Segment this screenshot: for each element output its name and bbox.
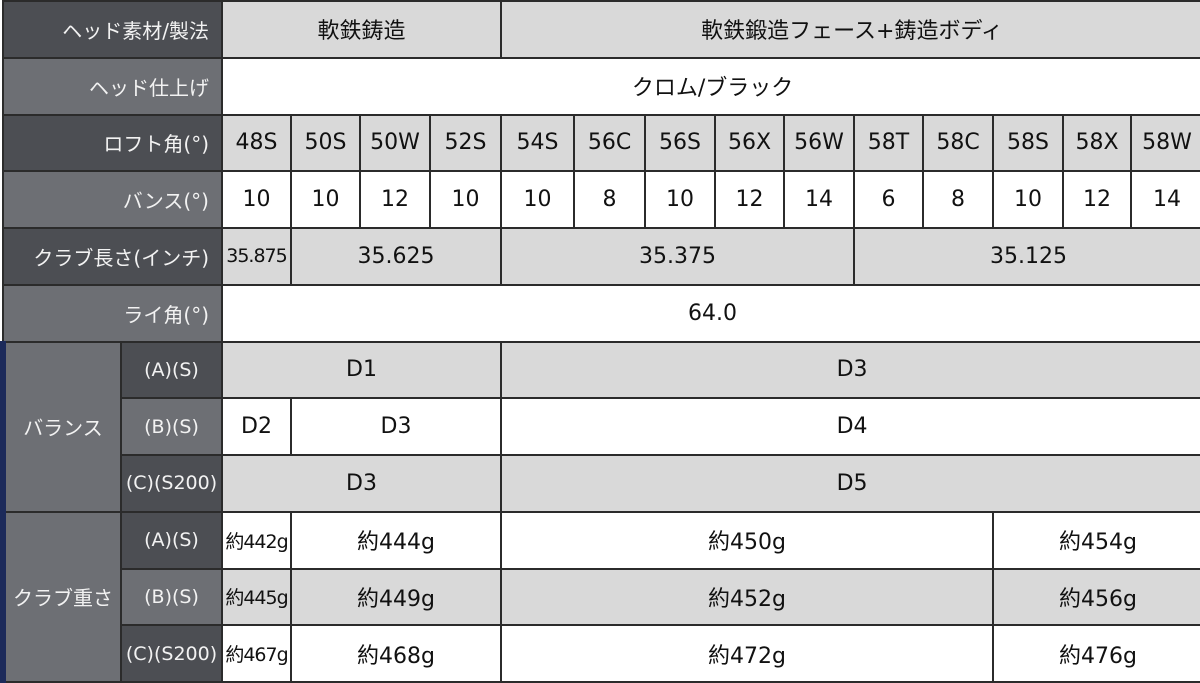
bounce-cell: 10 [428,170,503,229]
sublabel: (B)(S) [120,397,223,456]
cell: 軟鉄鍛造フェース+鋳造ボディ [500,0,1200,59]
bounce-cell: 10 [221,170,292,229]
cell: 約454g [992,510,1200,570]
row-weight-b: (B)(S) 約445g 約449g 約452g 約456g [3,567,1200,627]
label-lie: ライ角(°) [2,283,223,343]
bounce-cell: 8 [922,170,995,229]
bounce-cell: 10 [500,170,576,229]
cell: D1 [220,340,503,400]
bounce-cell: 14 [783,170,856,229]
row-balance-b: (B)(S) D2 D3 D4 [3,397,1200,456]
cell: 35.375 [500,227,856,286]
cell: 35.125 [853,227,1200,286]
loft-cell: 56C [573,113,647,173]
loft-cell: 56W [783,113,856,173]
loft-cell: 54S [500,113,576,173]
row-finish: ヘッド仕上げ クロム/ブラック [2,56,1200,116]
loft-cell: 58C [922,113,995,173]
label-balance: バランス [0,340,122,513]
row-lie: ライ角(°) 64.0 [2,283,1200,343]
cell: 約456g [992,567,1200,627]
row-weight-c: (C)(S200) 約467g 約468g 約472g 約476g [3,624,1200,683]
loft-cell: 56S [644,113,717,173]
row-weight-a: クラブ重さ (A)(S) 約442g 約444g 約450g 約454g [0,510,1200,683]
bounce-cell: 10 [290,170,361,229]
sublabel: (B)(S) [120,567,223,627]
sublabel: (A)(S) [120,340,223,400]
label-material: ヘッド素材/製法 [2,0,223,59]
cell: 約467g [221,624,292,683]
bounce-cell: 8 [573,170,647,229]
loft-cell: 50W [359,113,431,173]
loft-cell: 58T [853,113,925,173]
cell: 35.625 [289,227,503,286]
bounce-cell: 10 [992,170,1065,229]
cell: 約445g [221,567,292,627]
cell: クロム/ブラック [220,56,1200,116]
bounce-cell: 12 [714,170,786,229]
loft-cell: 50S [290,113,361,173]
label-bounce: バンス(°) [2,170,223,229]
label-weight: クラブ重さ [0,510,122,683]
row-material: ヘッド素材/製法 軟鉄鋳造 軟鉄鍛造フェース+鋳造ボディ [2,0,1200,59]
cell: 約476g [992,624,1200,683]
loft-cell: 58S [992,113,1065,173]
bounce-cell: 12 [1062,170,1133,229]
sublabel: (C)(S200) [120,624,223,683]
cell: D3 [220,454,503,513]
sublabel: (C)(S200) [120,454,223,513]
sublabel: (A)(S) [120,510,223,570]
row-loft: ロフト角(°) 48S 50S 50W 52S 54S 56C 56S 56X 56W 58T 58… [2,113,1200,173]
label-loft: ロフト角(°) [2,113,223,173]
bounce-cell: 12 [359,170,431,229]
cell: 約468g [289,624,503,683]
cell: D5 [500,454,1200,513]
bounce-cell: 10 [644,170,717,229]
cell: D3 [289,397,503,456]
cell: 64.0 [220,283,1200,343]
loft-cell: 56X [714,113,786,173]
loft-cell: 58W [1130,113,1200,173]
cell: 軟鉄鋳造 [220,0,503,59]
cell: 35.875 [221,227,292,286]
cell: 約452g [500,567,995,627]
cell: D3 [500,340,1200,400]
cell: D2 [221,397,292,456]
cell: D4 [500,397,1200,456]
row-balance-c: (C)(S200) D3 D5 [3,454,1200,513]
row-length: クラブ長さ(インチ) 35.875 35.625 35.375 35.125 [2,227,1200,286]
cell: 約449g [289,567,503,627]
cell: 約450g [500,510,995,570]
loft-cell: 52S [428,113,503,173]
cell: 約444g [289,510,503,570]
bounce-cell: 14 [1130,170,1200,229]
bounce-cell: 6 [853,170,925,229]
label-finish: ヘッド仕上げ [2,56,223,116]
label-length: クラブ長さ(インチ) [2,227,223,286]
loft-cell: 58X [1062,113,1133,173]
row-bounce: バンス(°) 10 10 12 10 10 8 10 12 14 6 8 10 12 14 [2,170,1200,229]
cell: 約472g [500,624,995,683]
cell: 約442g [221,510,292,570]
row-balance-a: バランス (A)(S) D1 D3 [0,340,1200,513]
loft-cell: 48S [221,113,292,173]
